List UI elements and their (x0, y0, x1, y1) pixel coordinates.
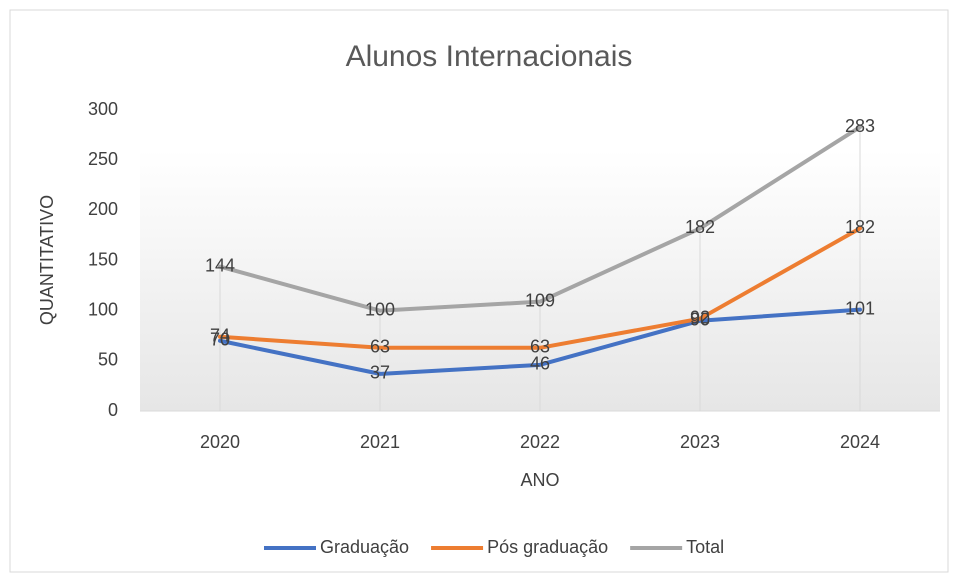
x-tick-label: 2021 (360, 432, 400, 452)
legend-label: Pós graduação (487, 537, 608, 557)
data-label: 144 (205, 255, 235, 275)
y-axis-label: QUANTITATIVO (37, 195, 57, 325)
series-line (218, 307, 862, 376)
y-tick-label: 100 (88, 299, 118, 319)
data-label: 70 (210, 330, 230, 350)
x-axis-label: ANO (520, 470, 559, 490)
data-label: 101 (845, 298, 875, 318)
x-tick-label: 2023 (680, 432, 720, 452)
data-label: 63 (530, 337, 550, 357)
data-label: 109 (525, 290, 555, 310)
data-label: 100 (365, 299, 395, 319)
data-label: 74 (210, 326, 230, 346)
data-label: 182 (685, 217, 715, 237)
y-tick-label: 200 (88, 199, 118, 219)
data-label: 283 (845, 116, 875, 136)
legend-label: Graduação (320, 537, 409, 557)
data-label: 63 (370, 337, 390, 357)
series-line (218, 125, 862, 313)
x-tick-label: 2022 (520, 432, 560, 452)
legend-label: Total (686, 537, 724, 557)
data-label: 46 (530, 354, 550, 374)
y-tick-label: 50 (98, 350, 118, 370)
data-label: 37 (370, 363, 390, 383)
x-tick-label: 2024 (840, 432, 880, 452)
data-label: 182 (845, 217, 875, 237)
series-line (218, 226, 862, 350)
chart-title: Alunos Internacionais (346, 40, 633, 73)
data-label: 90 (690, 309, 710, 329)
y-tick-label: 250 (88, 149, 118, 169)
data-label: 92 (690, 307, 710, 327)
y-tick-label: 150 (88, 249, 118, 269)
x-tick-label: 2020 (200, 432, 240, 452)
y-tick-label: 0 (108, 400, 118, 420)
y-tick-label: 300 (88, 99, 118, 119)
